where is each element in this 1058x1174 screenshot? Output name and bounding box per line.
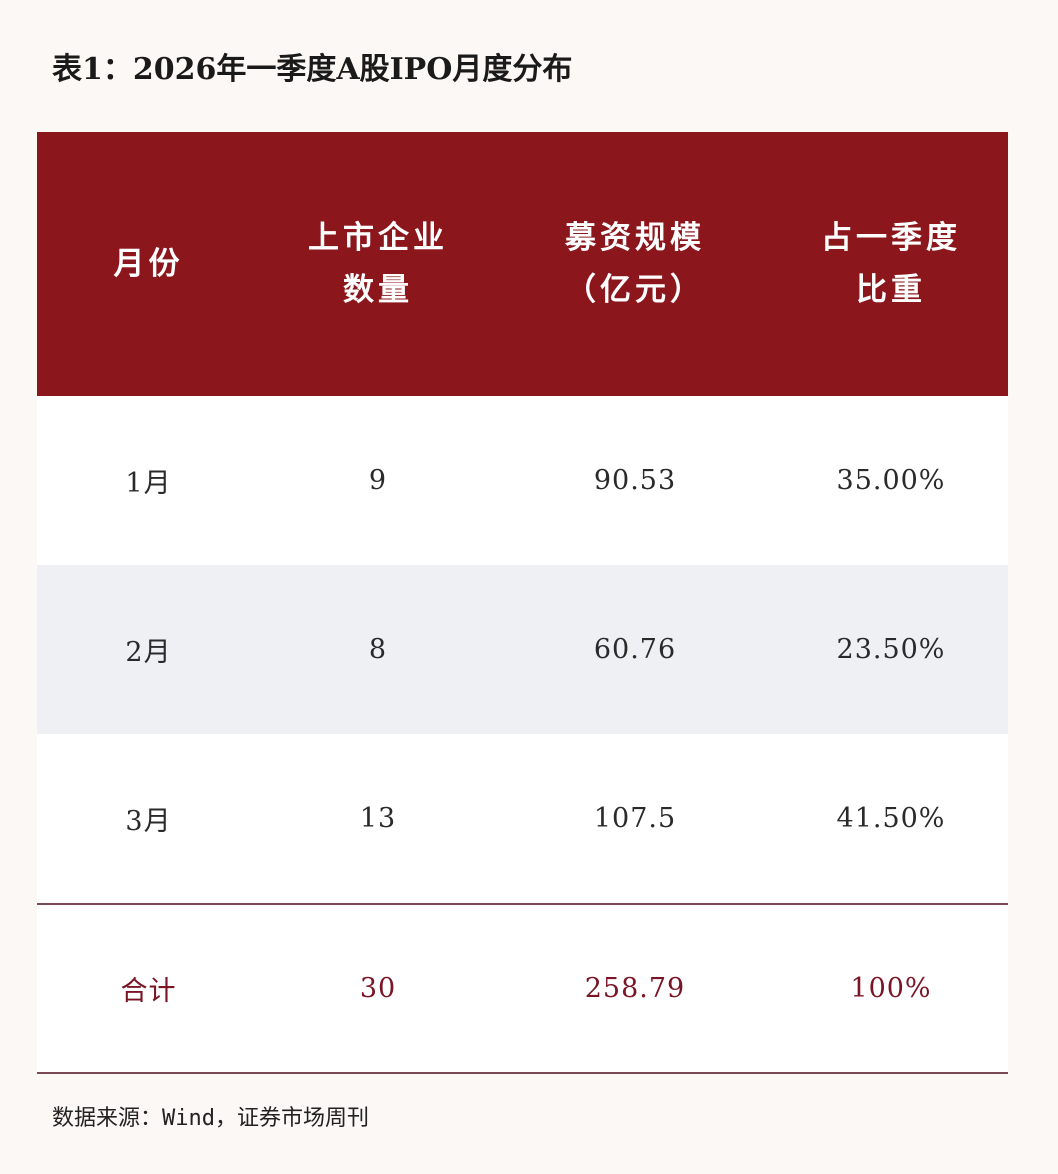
- cell-count: 13: [359, 803, 397, 834]
- cell-share: 23.50%: [836, 634, 946, 665]
- table-row: 2月 8 60.76 23.50%: [37, 565, 1008, 734]
- header-fundraising: 募资规模 （亿元）: [565, 220, 705, 308]
- cell-amount: 60.76: [593, 634, 677, 665]
- table-row: 3月 13 107.5 41.50%: [37, 734, 1008, 903]
- header-company-count: 上市企业 数量: [308, 220, 448, 308]
- cell-month: 1月: [125, 468, 172, 499]
- cell-share: 41.50%: [836, 803, 946, 834]
- total-amount: 258.79: [584, 973, 686, 1004]
- cell-count: 8: [368, 634, 388, 665]
- cell-amount: 107.5: [593, 803, 677, 834]
- cell-count: 9: [368, 465, 388, 496]
- table-title: 表1：2026年一季度A股IPO月度分布: [52, 52, 573, 87]
- total-row: 合计 30 258.79 100%: [37, 903, 1008, 1074]
- table-header: 月份 上市企业 数量 募资规模 （亿元） 占一季度 比重: [37, 132, 1008, 396]
- cell-month: 2月: [125, 637, 172, 668]
- header-month: 月份: [113, 246, 184, 282]
- cell-month: 3月: [125, 806, 172, 837]
- ipo-monthly-table: 月份 上市企业 数量 募资规模 （亿元） 占一季度 比重 1月 9 90.53 35.…: [37, 132, 1008, 1074]
- header-share: 占一季度 比重: [821, 220, 961, 308]
- cell-amount: 90.53: [593, 465, 677, 496]
- cell-share: 35.00%: [836, 465, 946, 496]
- table-row: 1月 9 90.53 35.00%: [37, 396, 1008, 565]
- total-count: 30: [359, 973, 397, 1004]
- total-label: 合计: [120, 976, 177, 1007]
- data-source: 数据来源：Wind，证券市场周刊: [52, 1106, 369, 1131]
- total-share: 100%: [850, 973, 932, 1004]
